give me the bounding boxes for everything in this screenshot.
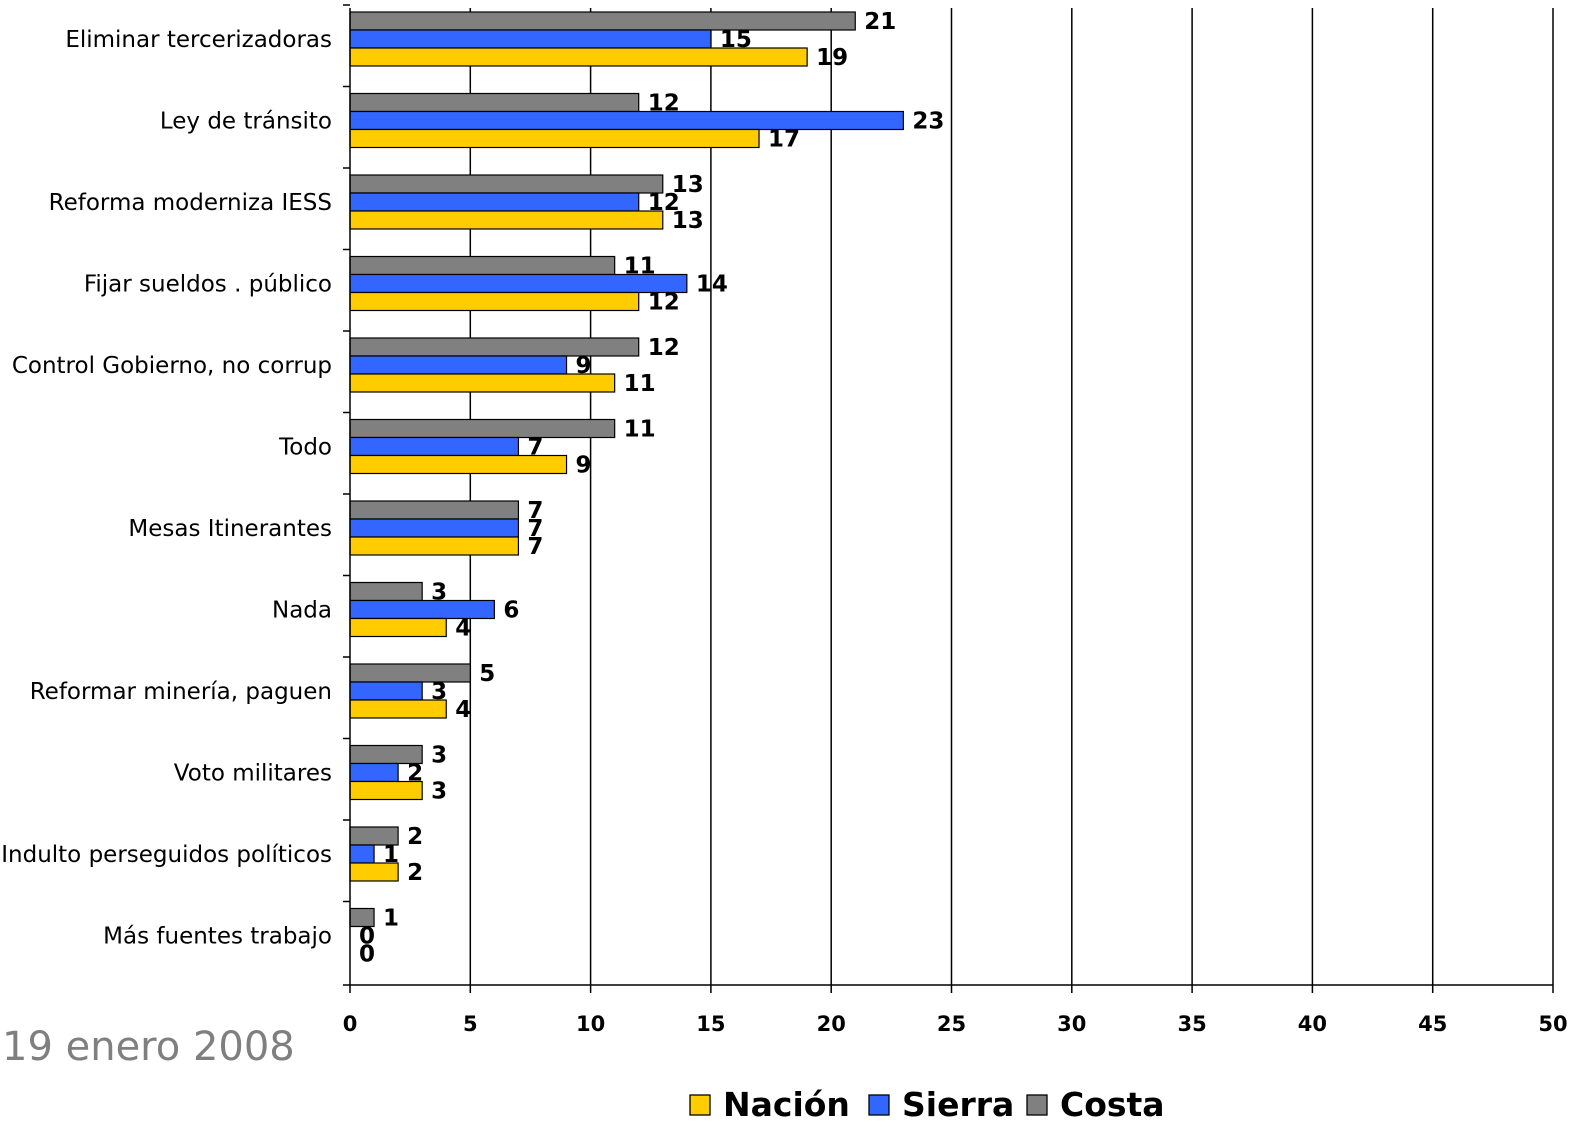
data-label: 3 xyxy=(431,743,447,769)
bar-sierra xyxy=(349,844,375,864)
category-label: Reforma moderniza IESS xyxy=(49,190,332,216)
data-label: 2 xyxy=(407,824,423,850)
x-tick-label: 50 xyxy=(1538,1012,1567,1036)
bar-sierra xyxy=(349,355,568,375)
x-tick-label: 35 xyxy=(1177,1012,1206,1036)
data-label: 5 xyxy=(479,661,495,687)
x-tick-label: 0 xyxy=(343,1012,358,1036)
data-label: 11 xyxy=(624,254,656,280)
legend-label: Costa xyxy=(1060,1085,1165,1124)
bars xyxy=(349,11,904,928)
data-label: 7 xyxy=(527,435,543,461)
bar-sierra xyxy=(349,518,520,538)
bar-sierra xyxy=(349,110,904,131)
x-tick-label: 30 xyxy=(1057,1012,1086,1036)
bar-costa xyxy=(349,663,471,683)
category-label: Ley de tránsito xyxy=(160,109,332,135)
legend-swatch xyxy=(689,1094,711,1116)
x-tick-label: 40 xyxy=(1298,1012,1327,1036)
legend-label: Sierra xyxy=(902,1085,1014,1124)
x-tick-label: 25 xyxy=(937,1012,966,1036)
x-tick-label: 20 xyxy=(817,1012,846,1036)
bar-sierra xyxy=(349,762,399,783)
data-label: 14 xyxy=(696,272,728,298)
data-label: 0 xyxy=(359,924,375,950)
data-label: 12 xyxy=(648,290,680,316)
data-label: 12 xyxy=(648,335,680,361)
legend-swatch xyxy=(1026,1094,1048,1116)
category-label: Fijar sueldos . público xyxy=(84,272,332,298)
category-label: Reformar minería, paguen xyxy=(30,679,332,705)
bar-sierra xyxy=(349,436,520,457)
footer-date: 19 enero 2008 xyxy=(2,1024,295,1070)
data-label: 3 xyxy=(431,580,447,606)
data-label: 11 xyxy=(624,371,656,397)
category-label: Nada xyxy=(272,598,332,624)
data-label: 7 xyxy=(527,534,543,560)
data-label: 21 xyxy=(864,9,896,35)
data-label: 3 xyxy=(431,679,447,705)
grid-lines xyxy=(469,8,1554,985)
x-tick-label: 15 xyxy=(696,1012,725,1036)
data-label: 1 xyxy=(383,842,399,868)
category-label: Control Gobierno, no corrup xyxy=(12,353,332,379)
bar-sierra xyxy=(349,29,712,49)
data-label: 13 xyxy=(672,172,704,198)
legend-label: Nación xyxy=(723,1085,850,1124)
data-label: 6 xyxy=(503,598,519,624)
data-label: 2 xyxy=(407,860,423,886)
category-label: Todo xyxy=(278,435,332,461)
category-label: Voto militares xyxy=(174,761,332,787)
bar-costa xyxy=(349,500,520,520)
data-label: 13 xyxy=(672,208,704,234)
data-label: 7 xyxy=(527,498,543,524)
bar-costa xyxy=(349,418,616,439)
data-label: 4 xyxy=(455,616,471,642)
x-tick-label: 5 xyxy=(463,1012,478,1036)
bar-nacion xyxy=(349,210,664,230)
bar-sierra xyxy=(349,681,423,701)
bar-nacion xyxy=(349,128,760,149)
data-label: 3 xyxy=(431,779,447,805)
axes xyxy=(343,4,1554,993)
bar-costa xyxy=(349,337,640,357)
bar-nacion xyxy=(349,291,640,312)
data-label: 4 xyxy=(455,697,471,723)
data-label: 12 xyxy=(648,190,680,216)
data-label: 7 xyxy=(527,516,543,542)
bar-costa xyxy=(349,174,664,194)
bar-costa xyxy=(349,11,856,31)
bar-sierra xyxy=(349,599,495,620)
data-label: 23 xyxy=(912,109,944,135)
legend: Nación Sierra Costa xyxy=(689,1085,1165,1124)
category-label: Eliminar tercerizadoras xyxy=(65,27,332,53)
x-tick-label: 10 xyxy=(576,1012,605,1036)
data-label: 17 xyxy=(768,127,800,153)
data-label: 2 xyxy=(407,761,423,787)
bar-costa xyxy=(349,581,423,602)
data-label: 11 xyxy=(624,417,656,443)
category-label: Más fuentes trabajo xyxy=(103,924,332,950)
bar-nacion xyxy=(349,617,447,638)
data-label: 12 xyxy=(648,91,680,117)
category-label: Indulto perseguidos políticos xyxy=(1,842,332,868)
bar-costa xyxy=(349,255,616,276)
bar-nacion xyxy=(349,536,520,556)
legend-swatch xyxy=(868,1094,890,1116)
bar-sierra xyxy=(349,192,640,212)
data-label: 9 xyxy=(576,353,592,379)
data-label: 1 xyxy=(383,906,399,932)
category-label: Mesas Itinerantes xyxy=(128,516,332,542)
x-tick-label: 45 xyxy=(1418,1012,1447,1036)
bar-costa xyxy=(349,92,640,113)
data-label: 19 xyxy=(816,45,848,71)
data-label: 9 xyxy=(576,453,592,479)
data-label: 0 xyxy=(359,942,375,968)
data-label: 15 xyxy=(720,27,752,53)
